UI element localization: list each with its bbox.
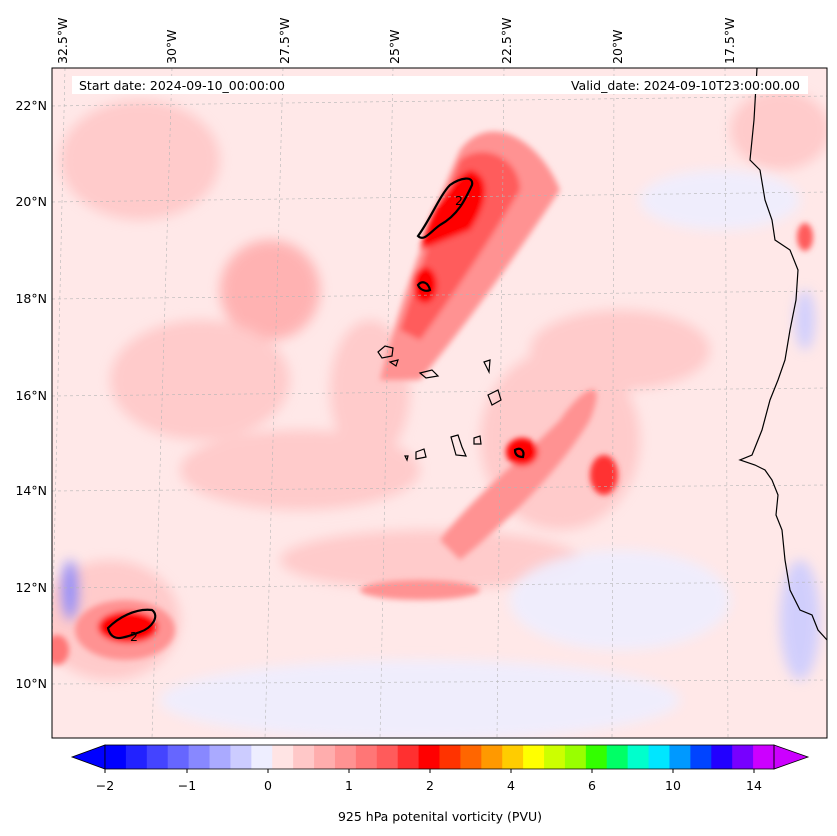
colorbar-max-arrow xyxy=(773,744,810,770)
colorbar: −2 −1 0 1 2 4 6 10 14 925 hPa potenital vorticit… xyxy=(70,744,810,824)
lon-label-6: 17.5°W xyxy=(722,18,737,64)
colorbar-cell xyxy=(167,745,190,769)
colorbar-tick-label: 14 xyxy=(746,778,762,793)
lat-label-4: 14°N xyxy=(15,483,47,498)
colorbar-tick-label: 0 xyxy=(264,778,272,793)
colorbar-cell xyxy=(439,745,461,769)
colorbar-cell xyxy=(355,745,378,769)
colorbar-cell xyxy=(230,745,252,769)
cape-verde-islands xyxy=(377,345,502,462)
colorbar-cell xyxy=(564,745,587,769)
colorbar-cell xyxy=(314,745,336,769)
lat-label-0: 22°N xyxy=(15,98,47,113)
colorbar-tick-label: 6 xyxy=(588,778,596,793)
colorbar-cell xyxy=(669,745,691,769)
colorbar-cell xyxy=(397,745,420,769)
colorbar-cell xyxy=(502,745,524,769)
colorbar-cell xyxy=(105,745,127,769)
colorbar-cell xyxy=(732,745,754,769)
colorbar-cell xyxy=(146,745,169,769)
colorbar-tick-label: −1 xyxy=(178,778,196,793)
colorbar-cell xyxy=(753,745,775,769)
lat-label-6: 10°N xyxy=(15,676,47,691)
lon-label-4: 22.5°W xyxy=(499,18,514,64)
colorbar-cell xyxy=(188,745,211,769)
colorbar-min-arrow xyxy=(70,744,106,770)
lon-label-5: 20°W xyxy=(610,29,625,64)
colorbar-cell xyxy=(125,745,148,769)
contour-label-sw: 2 xyxy=(130,629,138,644)
lat-labels: 22°N 20°N 18°N 16°N 14°N 12°N 10°N xyxy=(15,98,47,691)
lon-label-2: 27.5°W xyxy=(277,18,292,64)
colorbar-cell xyxy=(251,745,273,769)
colorbar-tick-label: 1 xyxy=(345,778,353,793)
colorbar-cell xyxy=(648,745,670,769)
lon-labels: 32.5°W 30°W 27.5°W 25°W 22.5°W 20°W 17.5… xyxy=(55,18,737,64)
lon-label-1: 30°W xyxy=(164,29,179,64)
colorbar-cell xyxy=(460,745,482,769)
header-box xyxy=(72,76,808,94)
colorbar-cell xyxy=(272,745,294,769)
lon-label-0: 32.5°W xyxy=(55,18,70,64)
colorbar-cell xyxy=(481,745,503,769)
colorbar-cell xyxy=(585,745,608,769)
colorbar-cell xyxy=(711,745,733,769)
contour-label-ne: 2 xyxy=(455,193,463,208)
lat-label-1: 20°N xyxy=(15,194,47,209)
colorbar-cell xyxy=(627,745,650,769)
colorbar-cell xyxy=(418,745,440,769)
colorbar-cell xyxy=(523,745,545,769)
colorbar-tick-label: −2 xyxy=(96,778,114,793)
colorbar-cell xyxy=(690,745,712,769)
colorbar-cell xyxy=(293,745,315,769)
colorbar-tick-label: 10 xyxy=(665,778,681,793)
lon-label-3: 25°W xyxy=(387,29,402,64)
start-date-label: Start date: 2024-09-10_00:00:00 xyxy=(79,78,285,93)
lat-label-2: 18°N xyxy=(15,291,47,306)
colorbar-cell xyxy=(209,745,231,769)
colorbar-cell xyxy=(606,745,629,769)
lat-label-5: 12°N xyxy=(15,580,47,595)
colorbar-tick-label: 2 xyxy=(426,778,434,793)
pv-field: 2 2 xyxy=(52,68,827,738)
valid-date-label: Valid_date: 2024-09-10T23:00:00.00 xyxy=(571,78,800,93)
colorbar-tick-label: 4 xyxy=(507,778,515,793)
lat-label-3: 16°N xyxy=(15,388,47,403)
colorbar-cell xyxy=(376,745,399,769)
colorbar-label: 925 hPa potenital vorticity (PVU) xyxy=(338,809,542,824)
colorbar-cell xyxy=(334,745,357,769)
coastline-africa xyxy=(738,68,827,641)
pv-contour-2 xyxy=(106,177,525,639)
colorbar-cell xyxy=(544,745,566,769)
